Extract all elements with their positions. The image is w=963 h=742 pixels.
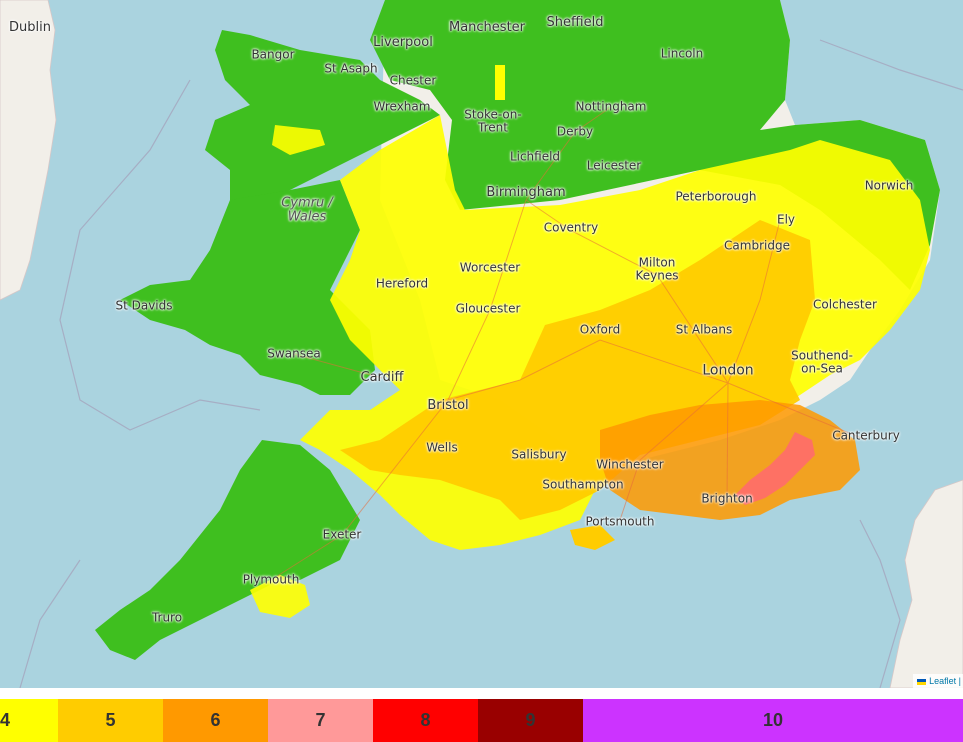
place-label-derby: Derby (556, 124, 594, 139)
place-label-coventry: Coventry (543, 220, 599, 235)
place-label-st-davids: St Davids (115, 298, 173, 313)
yellow-plymouth (250, 575, 310, 618)
map-view[interactable]: Dublin Bangor St Asaph Liverpool Manchester S… (0, 0, 963, 688)
place-label-peterborough: Peterborough (675, 189, 757, 204)
place-label-southend-on-sea: Southend-on-Sea (791, 348, 853, 375)
place-label-exeter: Exeter (322, 527, 362, 542)
place-label-stoke-on-trent: Stoke-on- Trent (464, 107, 522, 134)
green-devon (95, 440, 360, 660)
place-label-lincoln: Lincoln (660, 46, 704, 61)
legend-level-9: 9 (478, 699, 583, 742)
place-label-cambridge: Cambridge (724, 238, 790, 253)
place-label-sheffield: Sheffield (546, 15, 604, 31)
land-france (889, 479, 963, 688)
legend-level-label: 4 (0, 710, 11, 730)
place-label-colchester: Colchester (813, 297, 877, 312)
legend-level-label: 7 (315, 710, 326, 730)
place-label-wells: Wells (426, 440, 458, 455)
pollen-level-legend: 4 5 6 7 8 9 10 (0, 699, 963, 742)
place-label-bristol: Bristol (427, 398, 469, 414)
legend-level-10: 10 (583, 699, 963, 742)
place-label-manchester: Manchester (448, 20, 526, 36)
place-label-plymouth: Plymouth (242, 572, 300, 587)
place-label-swansea: Swansea (267, 346, 321, 361)
place-label-truro: Truro (151, 610, 183, 625)
place-label-southampton: Southampton (542, 477, 624, 492)
place-label-leicester: Leicester (586, 158, 642, 173)
green-wales-south (120, 180, 375, 395)
ukraine-flag-icon (917, 678, 927, 685)
legend-level-7: 7 (268, 699, 373, 742)
place-label-ely: Ely (776, 212, 796, 227)
place-label-dublin: Dublin (9, 20, 51, 36)
place-label-bangor: Bangor (251, 47, 295, 62)
place-label-winchester: Winchester (596, 457, 664, 472)
place-label-chester: Chester (389, 73, 437, 88)
place-label-milton-keynes: Milton Keynes (635, 255, 679, 282)
place-label-gloucester: Gloucester (455, 301, 521, 316)
place-label-canterbury: Canterbury (832, 428, 900, 443)
place-label-salisbury: Salisbury (511, 447, 567, 462)
legend-level-label: 8 (420, 710, 431, 730)
place-label-brighton: Brighton (701, 491, 753, 506)
legend-level-label: 5 (105, 710, 116, 730)
legend-level-label: 9 (525, 710, 536, 730)
roads (270, 106, 867, 581)
pink-zone (735, 432, 815, 505)
legend-level-8: 8 (373, 699, 478, 742)
maritime-boundaries (19, 39, 963, 688)
place-label-london: London (702, 362, 754, 379)
place-label-st-albans: St Albans (675, 322, 733, 337)
green-wales-north (205, 30, 440, 220)
place-label-oxford: Oxford (579, 322, 621, 337)
orange-zone (600, 400, 860, 520)
place-label-lichfield: Lichfield (509, 149, 561, 164)
place-label-worcester: Worcester (459, 260, 521, 275)
place-label-st-asaph: St Asaph (324, 61, 378, 76)
place-label-birmingham: Birmingham (486, 185, 566, 201)
green-zone (370, 0, 940, 290)
place-label-cymru-wales: Cymru / Wales (281, 195, 333, 224)
attribution-text[interactable]: Leaflet | (929, 676, 961, 686)
amber-iow (570, 525, 615, 550)
legend-level-4: 4 (0, 699, 58, 742)
map-layers (0, 0, 963, 688)
yellow-stoke (495, 65, 505, 100)
place-label-cardiff: Cardiff (360, 370, 404, 386)
place-label-norwich: Norwich (864, 178, 914, 193)
place-label-hereford: Hereford (375, 276, 429, 291)
land-ireland (0, 0, 57, 301)
legend-level-5: 5 (58, 699, 163, 742)
yellow-north-wales (272, 125, 325, 155)
place-label-nottingham: Nottingham (575, 99, 647, 114)
map-attribution[interactable]: Leaflet | (913, 674, 963, 688)
legend-level-label: 6 (210, 710, 221, 730)
amber-zone (340, 220, 815, 520)
place-label-liverpool: Liverpool (373, 35, 433, 51)
legend-level-label: 10 (762, 710, 784, 730)
place-label-portsmouth: Portsmouth (585, 514, 655, 529)
legend-level-6: 6 (163, 699, 268, 742)
place-label-wrexham: Wrexham (373, 99, 431, 114)
